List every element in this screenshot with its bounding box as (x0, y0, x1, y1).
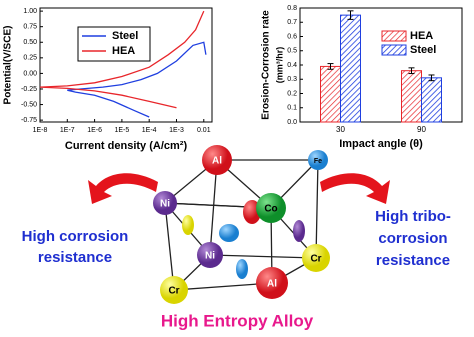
atom (202, 145, 232, 175)
legend-label: HEA (410, 30, 433, 42)
y-tick-label: 1.00 (23, 8, 37, 15)
x-tick-label: 90 (417, 125, 426, 134)
error-bar (428, 74, 435, 82)
x-tick-label: 0.01 (197, 127, 211, 134)
right-text: resistance (376, 252, 450, 269)
y-axis-label: Erosion-Corrosion rate (261, 10, 272, 120)
right-text: corrosion (378, 230, 447, 247)
y-tick-label: 0.7 (287, 19, 297, 26)
small-atoms (182, 200, 305, 279)
atom-label: Fe (314, 158, 322, 165)
arrow-right (320, 173, 390, 204)
x-tick-label: 1E-7 (60, 127, 75, 134)
y-tick-label: 0.1 (287, 105, 297, 112)
atom-label: Cr (310, 254, 321, 265)
atom-label: Al (212, 156, 222, 167)
y-tick-label: 0.4 (287, 62, 297, 69)
legend-box (77, 26, 151, 62)
x-tick-label: 1E-6 (87, 127, 102, 134)
series-line (67, 41, 207, 118)
right-text: High tribo- (375, 208, 451, 225)
y-tick-label: 0.8 (287, 5, 297, 12)
atom-label: Cr (168, 286, 179, 297)
y-axis-unit: (mm³/hr) (274, 47, 284, 84)
atom (308, 150, 328, 170)
x-tick-label: 1E-4 (142, 127, 157, 134)
atom (302, 244, 330, 272)
caption: High Entropy Alloy (161, 311, 314, 330)
y-axis-label: Potential(V/SCE) (3, 26, 14, 105)
x-tick-label: 1E-8 (33, 127, 48, 134)
x-tick-label: 30 (336, 125, 345, 134)
y-tick-label: 0.5 (287, 48, 297, 55)
atom-label: Ni (205, 251, 215, 262)
bar (421, 77, 442, 123)
bar (340, 14, 361, 123)
legend-label: Steel (410, 44, 436, 56)
x-tick-label: 1E-3 (169, 127, 184, 134)
atom-label: Al (267, 279, 277, 290)
x-axis-label: Impact angle (θ) (339, 138, 423, 150)
left-text: resistance (38, 249, 112, 266)
y-tick-label: 0.50 (23, 39, 37, 46)
bar (320, 65, 341, 123)
legend-swatch (381, 44, 407, 56)
legend-label: Steel (112, 30, 138, 42)
legend-swatch (381, 30, 407, 42)
y-tick-label: 0.75 (23, 24, 37, 31)
y-tick-label: -0.75 (21, 117, 37, 124)
y-tick-label: 0.3 (287, 76, 297, 83)
atom (160, 276, 188, 304)
y-tick-label: 0.6 (287, 33, 297, 40)
error-bar (347, 10, 354, 20)
plot-frame (39, 7, 213, 123)
y-tick-label: -0.50 (21, 101, 37, 108)
atom (197, 242, 223, 268)
legend-label: HEA (112, 45, 135, 57)
atom (256, 193, 286, 223)
error-bar (408, 67, 415, 75)
y-tick-label: 0.0 (287, 119, 297, 126)
x-tick-label: 1E-5 (114, 127, 129, 134)
atom (153, 191, 177, 215)
error-bar (327, 63, 334, 70)
bar (401, 70, 422, 123)
y-tick-label: -0.25 (21, 86, 37, 93)
atom (256, 267, 288, 299)
x-axis-label: Current density (A/cm²) (65, 140, 188, 152)
atom-label: Ni (160, 199, 170, 210)
y-tick-label: 0.2 (287, 90, 297, 97)
y-tick-label: 0.25 (23, 55, 37, 62)
atom-label: Co (264, 204, 277, 215)
series-line (39, 10, 205, 109)
arrow-left (88, 173, 158, 204)
y-tick-label: 0.00 (23, 70, 37, 77)
left-text: High corrosion (22, 228, 129, 245)
